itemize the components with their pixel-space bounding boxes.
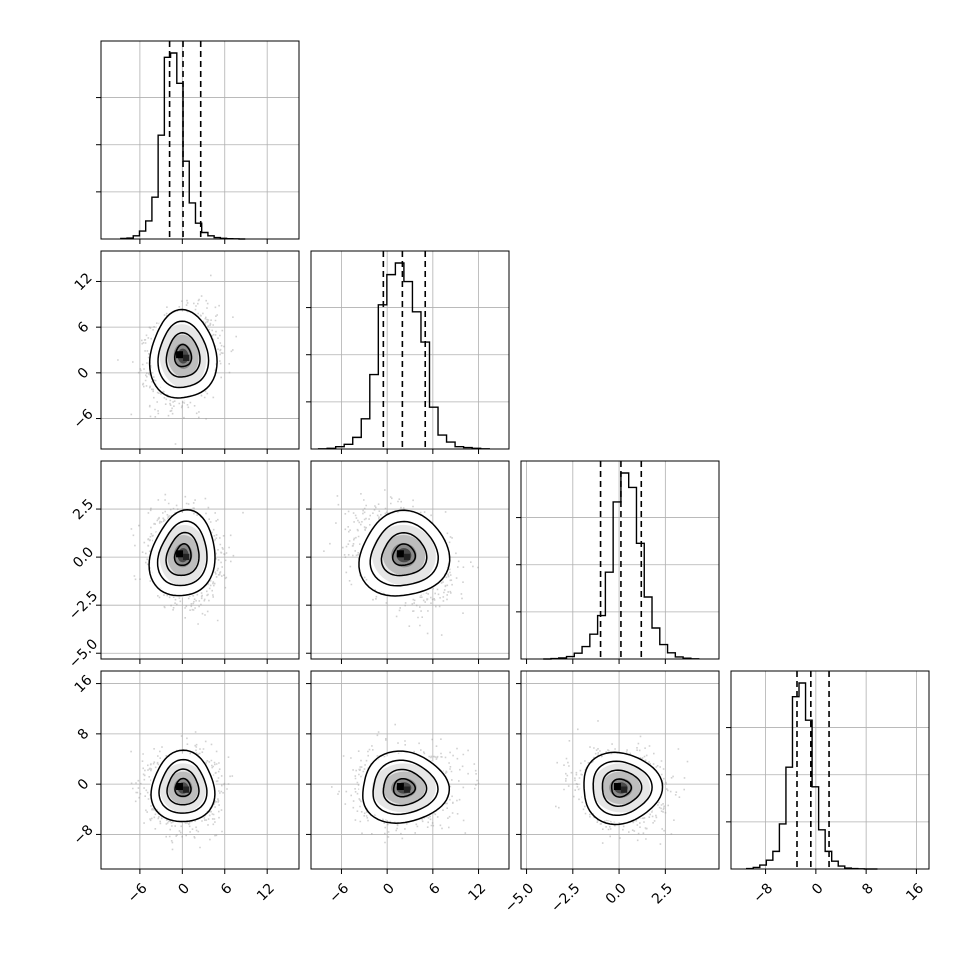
joint-content [555,720,689,845]
density-peak [396,783,404,791]
contour-line [148,508,216,597]
contour-line [358,509,451,597]
x-tick-label: −8 [750,880,776,906]
y-tick-label: 0 [75,776,93,794]
contour-line [173,543,192,567]
density-peak [183,553,190,561]
density-peak [396,550,404,558]
x-tick-label: 2.5 [649,880,676,907]
contour-line [150,749,216,823]
x-tick-label: 0 [809,880,827,898]
x-tick-label: 6 [426,880,444,898]
panel-frame [310,460,510,660]
contour-line [382,768,428,807]
density-peak [183,354,190,361]
contour-line [173,343,193,368]
density-peak [620,786,628,793]
contour-line [583,751,664,826]
y-tick-label: −2.5 [66,588,101,623]
histogram-step [746,682,878,870]
panel-frame [100,250,300,450]
y-tick-label: 12 [72,270,96,294]
contour-line [156,520,208,587]
joint-content [331,723,480,844]
density-peak [613,783,621,791]
x-tick-label: 0 [380,880,398,898]
y-tick-label: 0 [75,365,93,383]
density-peak [403,786,411,793]
density-peak [183,786,190,793]
contour-line [392,777,417,798]
panel-frame [310,250,510,450]
x-tick-label: 6 [218,880,236,898]
contour-line [148,308,218,399]
panel-frame [100,670,300,870]
contour-line [610,778,633,798]
contour-line [369,520,439,587]
joint-panel-1-3: −6 0 6 12 [306,670,510,906]
contour-line [601,769,643,807]
joint-content [117,274,237,445]
y-tick-label: 8 [75,726,93,744]
hist-panel-3: −8 0 8 16 [726,670,930,906]
joint-panel-0-2: −5.0 −2.5 0.0 2.5 [66,460,300,672]
x-tick-label: −6 [326,880,352,906]
density-peak [176,351,184,359]
contour-line [372,759,439,816]
y-tick-label: −6 [71,406,97,432]
hist-panel-0 [96,40,300,244]
contour-line [166,768,200,806]
panel-frame [310,670,510,870]
x-tick-label: −6 [125,880,151,906]
x-tick-label: 16 [903,880,927,904]
joint-content [323,489,479,636]
joint-panel-2-3: −5.0 −2.5 0.0 2.5 [502,670,720,916]
x-tick-label: 0.0 [603,880,630,907]
density-peak [176,550,184,558]
contour-line [165,531,200,577]
panel-frame [100,40,300,240]
x-tick-label: 0 [175,880,193,898]
contour-line [174,777,192,798]
contour-line [362,750,451,824]
hist-panel-1 [306,250,510,454]
panel-frame [100,460,300,660]
contour-line [158,758,208,814]
x-tick-label: 12 [465,880,489,904]
x-tick-label: 12 [254,880,278,904]
contour-line [380,532,428,577]
x-tick-label: −5.0 [502,880,537,915]
x-tick-label: −2.5 [548,880,583,915]
x-tick-label: 8 [859,880,877,898]
joint-panel-0-3: −6 0 6 12 −8 0 8 16 [71,670,300,906]
hist-panel-2 [516,460,720,664]
y-tick-label: −5.0 [66,636,101,671]
joint-panel-1-2 [306,460,510,664]
panel-frame [730,670,930,870]
y-tick-label: 2.5 [70,496,97,523]
contour-line [157,320,210,389]
y-tick-label: 6 [75,319,93,337]
density-peak [176,783,184,791]
panel-frame [520,460,720,660]
density-peak [403,553,411,561]
y-tick-label: 16 [72,672,96,696]
contour-line [391,543,417,567]
y-tick-label: 0.0 [70,544,97,571]
joint-panel-0-1: −6 0 6 12 [71,250,300,454]
joint-content [130,731,234,851]
panel-frame [520,670,720,870]
y-tick-label: −8 [71,822,97,848]
contour-line [165,332,201,378]
contour-line [592,760,653,817]
histogram-step [317,262,490,450]
joint-content [130,493,244,625]
